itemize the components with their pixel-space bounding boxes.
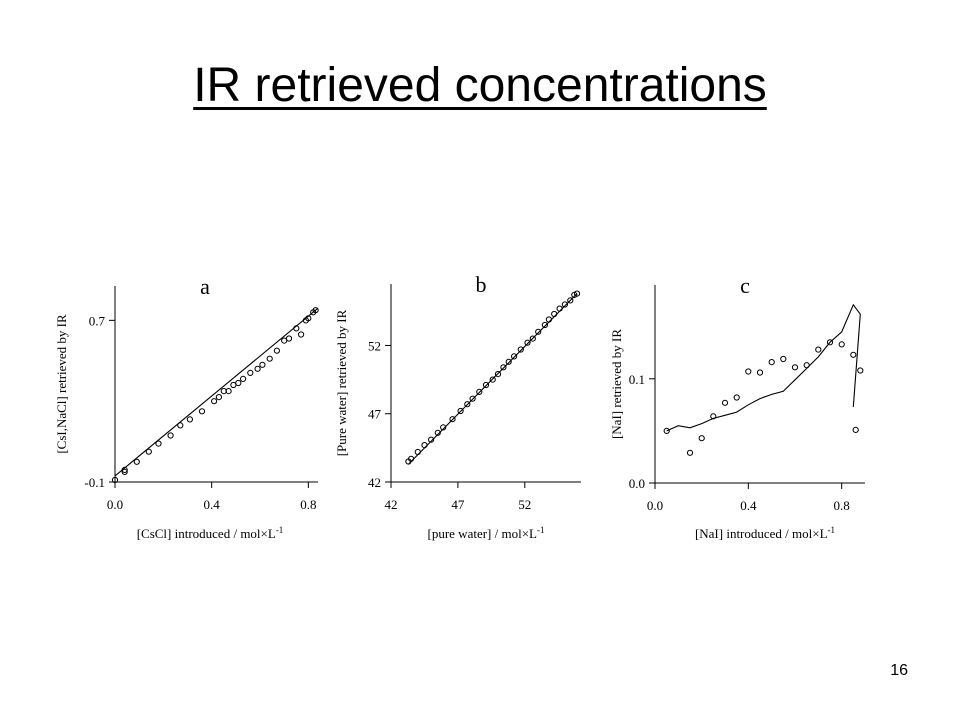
panel-c-data-point: [768, 359, 775, 366]
panel-b: 42 47 52 42 47 52 b [pure water] / mol×L-1 [Pure…: [334, 272, 581, 541]
panel-c-data-point: [733, 394, 740, 401]
panel-b-data-point: [500, 364, 507, 371]
panel-b-data-point: [421, 442, 428, 449]
panel-a-data-point: [225, 388, 232, 395]
panel-a-data-point: [133, 458, 140, 465]
panel-b-data-point: [524, 339, 531, 346]
panel-a-data-point: [235, 379, 242, 387]
panel-a-data-point: [254, 365, 261, 372]
panel-c-data-point: [826, 339, 834, 346]
panel-a-y-axis-label: [CsI,NaCl] retrieved by IR: [54, 314, 69, 454]
panel-c-data-point: [686, 449, 694, 456]
panel-b-data-point: [517, 346, 524, 353]
panel-b-fit-line: [408, 293, 578, 465]
panel-c-data-point: [791, 364, 799, 371]
panel-a: 0.0 0.4 0.8 -0.1 0.7 a [CsCl] introduced / mol…: [54, 274, 319, 541]
panel-c-x-tick-label: 0.0: [647, 498, 663, 513]
panel-c-data-point: [838, 341, 845, 348]
panel-b-x-tick-label: 47: [451, 497, 465, 512]
panel-b-data-point: [434, 429, 441, 436]
panel-c-data-point: [721, 399, 729, 406]
panel-b-data-point: [510, 353, 518, 360]
panel-c-x-tick-label: 0.4: [740, 498, 757, 513]
panel-b-data-point: [573, 290, 581, 297]
panel-b-x-tick-label: 52: [518, 497, 531, 512]
panel-c-data-point: [850, 351, 857, 358]
panel-a-data-point: [247, 369, 254, 376]
panel-a-data-point: [167, 432, 174, 439]
panel-a-x-tick-label: 0.0: [107, 497, 123, 512]
panel-c-data-point: [663, 427, 670, 434]
panel-c-x-axis-label: [NaI] introduced / mol×L-1: [695, 525, 835, 541]
panel-c-data-point: [756, 369, 764, 376]
panel-b-data-point: [428, 436, 435, 443]
panel-a-data-point: [177, 422, 184, 429]
panel-a-data-point: [285, 335, 293, 342]
panel-b-x-axis-label: [pure water] / mol×L-1: [428, 525, 545, 541]
panel-a-data-point: [215, 394, 222, 401]
panel-b-data-point: [476, 388, 483, 395]
panel-c-data-point: [815, 346, 822, 353]
panel-b-data-point: [541, 321, 549, 329]
panel-c-fit-line: [666, 303, 861, 432]
panel-a-data-point: [186, 416, 193, 423]
panel-c-y-tick-label: 0.0: [629, 476, 645, 491]
panel-b-data-point: [449, 416, 456, 423]
panel-a-data-point: [312, 307, 319, 314]
panel-b-data-point: [551, 310, 558, 318]
panel-a-data-point: [298, 331, 305, 338]
panel-b-data-point: [489, 376, 496, 383]
panel-a-x-axis-label: [CsCl] introduced / mol×L-1: [137, 525, 284, 541]
panel-a-data-point: [266, 355, 273, 362]
panel-b-data-point: [505, 358, 512, 365]
panel-a-fit-line: [114, 307, 319, 477]
panel-c-label: c: [740, 273, 750, 298]
panel-a-y-tick-label: -0.1: [84, 475, 105, 490]
panel-a-x-tick-label: 0.4: [204, 497, 221, 512]
panel-a-data-point: [155, 440, 162, 447]
panel-c: 0.0 0.4 0.8 0.0 0.1 c [NaI] introduced / mol×L…: [609, 273, 865, 541]
page-number: 16: [890, 662, 908, 679]
panel-b-y-tick-label: 42: [368, 475, 381, 490]
panel-b-data-point: [414, 448, 421, 456]
panel-b-data-point: [561, 301, 569, 308]
panel-a-data-point: [198, 408, 206, 415]
panel-a-data-point: [273, 347, 280, 354]
panel-b-y-axis-label: [Pure water] retrieved by IR: [334, 309, 349, 456]
panel-a-data-point: [145, 448, 152, 455]
panel-a-data-point: [259, 361, 266, 368]
panel-b-data-point: [535, 328, 542, 335]
panel-b-data-point: [464, 401, 471, 408]
panel-b-data-point: [440, 424, 447, 431]
panel-c-data-point: [852, 426, 859, 433]
panel-b-y-tick-label: 52: [368, 338, 381, 353]
panel-c-data-point: [780, 355, 787, 363]
panel-a-data-point: [121, 468, 128, 475]
panel-a-x-tick-label: 0.8: [300, 497, 316, 512]
panel-c-y-axis-label: [NaI] retrieved by IR: [609, 329, 624, 439]
panel-c-y-tick-label: 0.1: [629, 372, 645, 387]
panel-b-data-point: [567, 297, 574, 304]
panel-c-data-point: [857, 367, 864, 374]
panel-b-data-point: [482, 381, 490, 389]
panel-c-x-tick-label: 0.8: [834, 498, 850, 513]
panel-a-label: a: [200, 274, 210, 299]
panel-b-x-tick-label: 42: [385, 497, 398, 512]
slide-title: IR retrieved concentrations: [193, 59, 767, 112]
panel-b-data-point: [529, 335, 536, 342]
panel-a-data-point: [211, 398, 218, 405]
panel-b-y-tick-label: 47: [368, 407, 382, 422]
panel-c-data-point: [745, 368, 752, 375]
panel-b-data-point: [494, 371, 502, 378]
panel-a-data-point: [111, 476, 119, 484]
panel-a-y-tick-label: 0.7: [89, 313, 106, 328]
panel-c-data-point: [698, 435, 705, 442]
panel-b-data-point: [457, 407, 464, 415]
panel-b-data-point: [469, 395, 476, 402]
panel-b-label: b: [476, 272, 487, 297]
panel-a-data-point: [240, 375, 247, 382]
